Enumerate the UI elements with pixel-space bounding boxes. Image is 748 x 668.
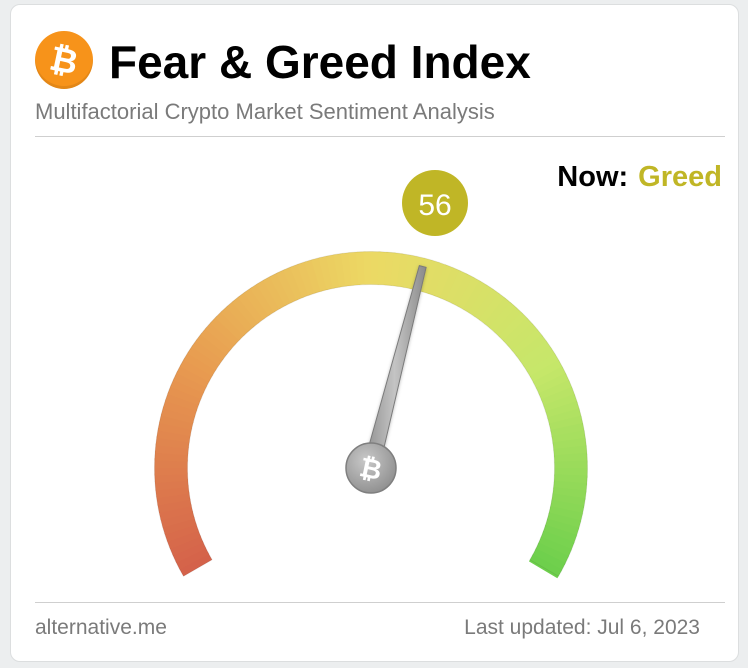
page-subtitle: Multifactorial Crypto Market Sentiment A… <box>35 99 495 124</box>
bitcoin-logo-icon: ₿ <box>35 31 93 89</box>
now-label: Now: <box>557 161 629 193</box>
fear-greed-card: ₿ Fear & Greed Index Multifactorial Cryp… <box>10 4 739 662</box>
gauge-arc <box>154 251 588 579</box>
header-divider <box>35 136 725 137</box>
footer-divider <box>35 602 725 603</box>
gauge-hub-icon: ₿ <box>345 442 397 494</box>
gauge-needle-pointer <box>362 265 427 471</box>
source-link[interactable]: alternative.me <box>35 616 167 639</box>
current-sentiment: Now: Greed <box>557 157 722 197</box>
gauge-value: 56 <box>418 189 451 222</box>
gauge-value-badge: 56 <box>402 170 468 236</box>
now-value: Greed <box>638 161 722 193</box>
gauge-arc-outline <box>154 251 588 577</box>
last-updated: Last updated: Jul 6, 2023 <box>464 616 700 639</box>
sentiment-gauge: ₿ 56 <box>154 170 588 579</box>
gauge-needle <box>362 265 427 471</box>
gauge-arc-segment <box>528 554 563 579</box>
page-title: Fear & Greed Index <box>109 36 531 88</box>
